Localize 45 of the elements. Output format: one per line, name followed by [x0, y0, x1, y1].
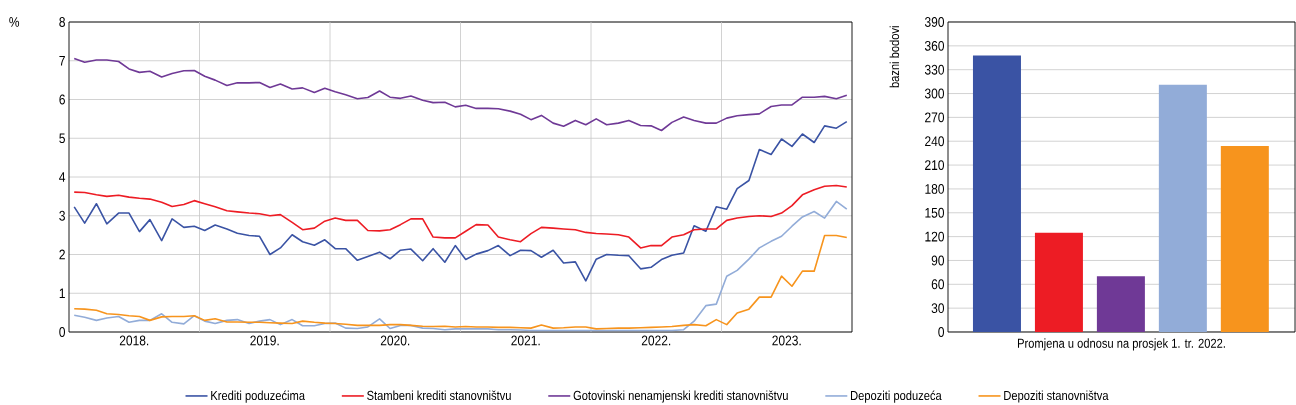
- y-tick-label: 360: [924, 40, 945, 51]
- legend-label: Gotovinski nenamjenski krediti stanovništvu: [573, 390, 788, 403]
- y-tick-label: 1: [59, 288, 65, 299]
- y-tick-label: 180: [925, 183, 945, 194]
- y-tick-label: 270: [925, 112, 945, 123]
- y-tick-label: 7: [59, 55, 65, 66]
- bar: [972, 55, 1021, 332]
- bar: [1034, 232, 1083, 332]
- y-tick-label: 0: [59, 327, 66, 337]
- bar: [1096, 276, 1145, 332]
- y-tick-label: 210: [925, 160, 945, 171]
- y-tick-label: 2: [59, 249, 65, 260]
- legend-label: Krediti poduzećima: [211, 390, 306, 403]
- y-tick-label: 3: [59, 210, 65, 221]
- y-tick-label: 90: [931, 255, 945, 266]
- x-tick-label: 2023.: [772, 335, 801, 346]
- y-tick-label: 8: [59, 17, 65, 27]
- bar: [1220, 146, 1269, 332]
- legend-label: Stambeni krediti stanovništvu: [367, 390, 511, 401]
- line-series: [73, 120, 848, 282]
- y-tick-label: 120: [925, 231, 945, 242]
- bar: [1158, 84, 1207, 332]
- y-tick-label: 0: [938, 327, 945, 337]
- y-tick-label: 4: [59, 172, 66, 182]
- y-axis-title: %: [9, 17, 20, 27]
- y-tick-label: 6: [59, 94, 65, 105]
- legend-label: Depoziti poduzeća: [851, 390, 942, 403]
- x-tick-label: 2022.: [641, 335, 671, 346]
- x-tick-label: 2019.: [250, 335, 279, 346]
- x-tick-label: 2021.: [511, 335, 540, 346]
- y-tick-label: 240: [925, 136, 945, 147]
- y-tick-label: 30: [931, 303, 945, 314]
- line-series: [73, 57, 848, 132]
- x-tick-label: 2020.: [380, 335, 410, 346]
- y-axis-title: bazni bodovi: [889, 26, 900, 88]
- legend-label: Depoziti stanovništva: [1004, 390, 1109, 403]
- line-series: [73, 184, 848, 249]
- y-tick-label: 300: [924, 88, 945, 99]
- y-tick-label: 150: [925, 207, 945, 218]
- x-tick-label: 2018.: [119, 335, 149, 346]
- y-tick-label: 60: [931, 279, 945, 290]
- y-tick-label: 5: [59, 133, 65, 144]
- y-tick-label: 330: [924, 64, 945, 75]
- x-axis-title: Promjena u odnosu na prosjek 1. tr. 2022.: [1017, 338, 1225, 351]
- y-tick-label: 390: [924, 17, 945, 27]
